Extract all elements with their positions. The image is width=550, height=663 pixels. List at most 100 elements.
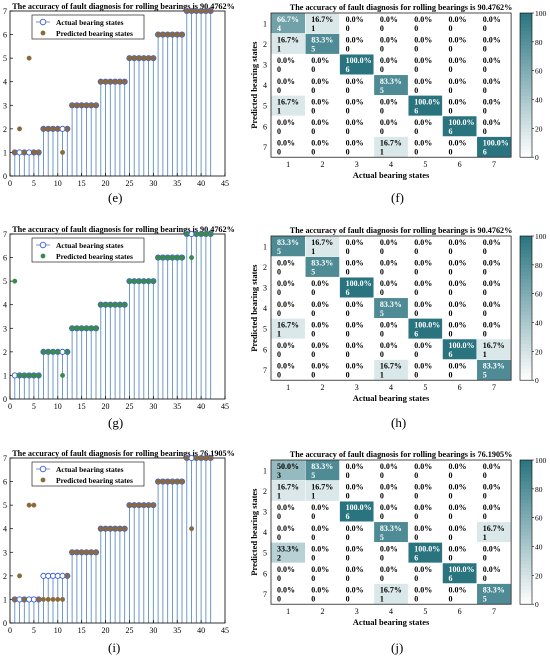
x-tick-label: 30 — [149, 179, 157, 188]
panel-label-f: (f) — [391, 190, 404, 205]
cm-cell-percent: 0.0% — [449, 36, 467, 45]
cm-cell-percent: 83.3% — [483, 362, 505, 371]
colorbar-segment — [520, 467, 532, 472]
cm-cell-percent: 0.0% — [346, 259, 364, 268]
cm-cell-count: 0 — [414, 148, 418, 157]
colorbar-segment — [520, 514, 532, 519]
cm-cell-count: 0 — [483, 127, 487, 136]
cm-cell-percent: 100.0% — [414, 97, 440, 106]
cm-cell-count: 0 — [449, 148, 453, 157]
cm-cell-percent: 0.0% — [449, 362, 467, 371]
cm-cell-count: 0 — [311, 86, 315, 95]
colorbar-segment — [520, 77, 532, 82]
predicted-point — [126, 278, 132, 284]
cm-cell-percent: 0.0% — [414, 565, 432, 574]
y-tick-label: 0 — [3, 619, 7, 628]
cm-cell-count: 0 — [449, 288, 453, 297]
colorbar-segment — [520, 34, 532, 39]
cm-cell-count: 0 — [483, 106, 487, 115]
chart-title: The accuracy of fault diagnosis for roll… — [12, 449, 235, 458]
cm-cell-count: 1 — [277, 329, 281, 338]
cm-cell-count: 1 — [277, 45, 281, 54]
cm-cell-count: 0 — [311, 106, 315, 115]
predicted-point — [50, 349, 56, 355]
cm-cell-count: 0 — [380, 45, 384, 54]
predicted-point — [103, 526, 109, 532]
cm-cell-count: 0 — [449, 86, 453, 95]
cm-cell-count: 5 — [483, 595, 487, 604]
legend-label-actual: Actual bearing states — [56, 241, 124, 250]
cm-cell-count: 0 — [311, 148, 315, 157]
cm-x-tick-label: 3 — [355, 160, 359, 169]
cm-cell-percent: 100.0% — [449, 565, 475, 574]
y-tick-label: 1 — [3, 595, 7, 604]
cm-cell-percent: 16.7% — [483, 341, 505, 350]
colorbar-segment — [520, 571, 532, 576]
colorbar-segment — [520, 286, 532, 291]
predicted-point — [155, 255, 161, 261]
colorbar-segment — [520, 586, 532, 591]
cm-cell-count: 0 — [346, 106, 350, 115]
predicted-point — [174, 479, 180, 485]
predicted-point — [193, 231, 199, 237]
colorbar-segment — [520, 499, 532, 504]
cm-cell-count: 1 — [380, 371, 384, 380]
cm-cell-percent: 0.0% — [483, 77, 501, 86]
y-tick-label: 2 — [3, 125, 7, 134]
cm-x-axis-label: Actual bearing states — [353, 393, 430, 403]
cm-cell-count: 1 — [311, 492, 315, 501]
colorbar-segment — [520, 578, 532, 583]
predicted-point — [184, 8, 190, 14]
cm-cell-percent: 0.0% — [483, 36, 501, 45]
colorbar-segment — [520, 59, 532, 64]
cm-cell-percent: 0.0% — [449, 544, 467, 553]
scatter-panel-g: The accuracy of fault diagnosis for roll… — [3, 225, 235, 411]
cm-cell-count: 0 — [311, 65, 315, 74]
cm-cell-count: 0 — [277, 127, 281, 136]
colorbar-segment — [520, 478, 532, 483]
colorbar-segment — [520, 340, 532, 345]
colorbar-segment — [520, 113, 532, 118]
cm-cell-percent: 0.0% — [277, 565, 295, 574]
colorbar-segment — [520, 311, 532, 316]
colorbar-tick-label: 60 — [535, 290, 543, 299]
colorbar-segment — [520, 67, 532, 72]
panel-label-h: (h) — [391, 415, 407, 430]
cm-cell-count: 0 — [380, 512, 384, 521]
cm-y-tick-label: 4 — [263, 81, 267, 90]
cm-cell-percent: 0.0% — [414, 300, 432, 309]
confusion-matrix-f: The accuracy of fault diagnosis for roll… — [249, 3, 547, 180]
cm-cell-percent: 16.7% — [311, 238, 333, 247]
cm-cell-percent: 0.0% — [277, 259, 295, 268]
cm-cell-percent: 0.0% — [380, 238, 398, 247]
cm-cell-count: 5 — [483, 371, 487, 380]
cm-cell-count: 0 — [449, 492, 453, 501]
cm-x-tick-label: 4 — [389, 160, 393, 169]
colorbar-segment — [520, 74, 532, 79]
cm-cell-percent: 0.0% — [414, 362, 432, 371]
colorbar-segment — [520, 304, 532, 309]
colorbar-segment — [520, 550, 532, 555]
predicted-point — [165, 479, 171, 485]
cm-cell-percent: 0.0% — [277, 524, 295, 533]
colorbar-segment — [520, 460, 532, 465]
predicted-point — [208, 231, 214, 237]
cm-cell-count: 0 — [449, 106, 453, 115]
plot-frame — [9, 233, 226, 400]
y-tick-label: 6 — [3, 31, 7, 40]
cm-cell-percent: 83.3% — [311, 259, 333, 268]
cm-cell-percent: 0.0% — [449, 483, 467, 492]
legend-marker-predicted — [40, 477, 46, 483]
colorbar-segment — [520, 470, 532, 475]
cm-cell-percent: 0.0% — [449, 15, 467, 24]
predicted-point — [117, 302, 123, 308]
cm-x-tick-label: 6 — [458, 383, 462, 392]
cm-cell-count: 0 — [346, 268, 350, 277]
legend-label-actual: Actual bearing states — [56, 18, 124, 27]
legend-marker-predicted — [40, 253, 46, 259]
predicted-point — [131, 278, 137, 284]
colorbar-segment — [520, 575, 532, 580]
colorbar-segment — [520, 88, 532, 93]
confusion-matrix-j: The accuracy of fault diagnosis for roll… — [249, 450, 547, 627]
colorbar-segment — [520, 322, 532, 327]
